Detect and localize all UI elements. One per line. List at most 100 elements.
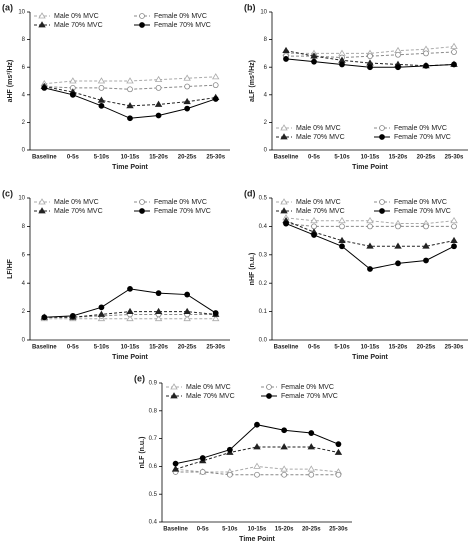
- marker: [154, 314, 163, 322]
- marker: [97, 77, 106, 84]
- y-axis-label: aHF (ms²/Hz): [7, 60, 14, 103]
- x-tick-label: 15-20s: [389, 345, 408, 351]
- y-tick-label: 2: [264, 120, 268, 126]
- marker: [139, 208, 145, 214]
- marker: [282, 46, 290, 54]
- x-tick-label: 25-30s: [206, 155, 225, 161]
- marker: [98, 102, 105, 109]
- marker: [367, 64, 373, 71]
- x-tick-label: 15-20s: [149, 155, 168, 161]
- marker: [212, 310, 219, 316]
- marker: [170, 392, 178, 399]
- panel-label: (a): [2, 2, 13, 12]
- panel-label: (d): [244, 188, 256, 198]
- x-tick-label: Baseline: [163, 527, 188, 533]
- marker: [311, 232, 317, 238]
- x-axis-label: Time Point: [239, 536, 275, 541]
- marker: [38, 207, 46, 214]
- y-axis-label: aLF (ms²/Hz): [249, 60, 256, 102]
- y-tick-label: 0.9: [149, 381, 158, 387]
- x-tick-label: 20-25s: [178, 155, 197, 161]
- marker: [395, 223, 401, 230]
- legend-label: Female 70% MVC: [394, 134, 451, 141]
- marker: [38, 21, 46, 28]
- x-tick-label: 5-10s: [334, 155, 350, 161]
- marker: [281, 471, 288, 478]
- legend-label: Male 70% MVC: [186, 393, 235, 400]
- y-tick-label: 10: [18, 196, 25, 202]
- marker: [183, 307, 191, 314]
- x-tick-label: 0-5s: [197, 527, 210, 533]
- y-tick-label: 6: [22, 65, 26, 71]
- y-tick-label: 0: [22, 148, 26, 154]
- marker: [266, 393, 272, 399]
- marker: [226, 446, 233, 453]
- marker: [311, 223, 317, 230]
- marker: [155, 85, 162, 91]
- y-tick-label: 8: [264, 37, 268, 43]
- marker: [422, 242, 430, 249]
- legend-label: Male 70% MVC: [54, 22, 103, 29]
- marker: [280, 198, 288, 205]
- legend-label: Female 70% MVC: [394, 208, 451, 215]
- x-tick-label: 15-20s: [149, 345, 168, 351]
- marker: [338, 216, 346, 224]
- y-tick-label: 0.0: [259, 338, 268, 344]
- legend-label: Female 70% MVC: [154, 22, 211, 29]
- x-tick-label: Baseline: [274, 345, 299, 351]
- marker: [310, 52, 318, 59]
- y-tick-label: 2: [22, 120, 26, 126]
- legend-label: Female 0% MVC: [154, 13, 207, 20]
- marker: [379, 125, 385, 131]
- marker: [184, 105, 191, 112]
- marker: [379, 134, 385, 140]
- x-tick-label: 15-20s: [389, 155, 408, 161]
- legend-label: Male 70% MVC: [296, 134, 345, 141]
- marker: [212, 82, 219, 89]
- y-tick-label: 4: [22, 92, 26, 98]
- legend-label: Female 70% MVC: [281, 393, 338, 400]
- marker: [307, 443, 315, 450]
- marker: [126, 77, 134, 84]
- marker: [127, 86, 133, 93]
- marker: [450, 236, 458, 243]
- x-tick-label: 10-15s: [361, 345, 380, 351]
- marker: [139, 13, 145, 19]
- panel-label: (b): [244, 2, 256, 12]
- y-tick-label: 0.7: [149, 436, 158, 442]
- marker: [281, 427, 288, 434]
- legend-label: Male 0% MVC: [296, 125, 341, 132]
- x-tick-label: 20-25s: [417, 345, 436, 351]
- x-axis-label: Time Point: [112, 164, 148, 171]
- marker: [307, 465, 315, 472]
- y-axis-label: LF/HF: [7, 258, 14, 279]
- marker: [254, 421, 260, 428]
- x-axis-label: Time Point: [352, 164, 388, 171]
- y-tick-label: 6: [22, 252, 26, 258]
- y-tick-label: 0.6: [149, 464, 158, 470]
- legend-label: Female 0% MVC: [154, 199, 207, 206]
- x-tick-label: 20-25s: [417, 155, 436, 161]
- marker: [423, 50, 429, 57]
- marker: [366, 242, 374, 249]
- marker: [139, 199, 145, 205]
- x-tick-label: 10-15s: [121, 155, 140, 161]
- legend-label: Male 70% MVC: [296, 208, 345, 215]
- legend-label: Male 0% MVC: [54, 199, 99, 206]
- marker: [212, 314, 220, 322]
- x-tick-label: 20-25s: [302, 527, 321, 533]
- y-tick-label: 0.5: [149, 492, 158, 498]
- marker: [451, 223, 457, 230]
- marker: [451, 61, 457, 68]
- y-tick-label: 0.4: [259, 224, 268, 230]
- x-tick-label: 25-30s: [445, 345, 464, 351]
- marker: [253, 462, 261, 469]
- x-tick-label: 0-5s: [67, 155, 80, 161]
- marker: [367, 223, 373, 230]
- marker: [171, 465, 180, 472]
- marker: [311, 58, 317, 65]
- marker: [38, 198, 46, 205]
- y-tick-label: 0: [22, 338, 26, 344]
- marker: [266, 384, 272, 390]
- x-tick-label: 25-30s: [329, 527, 348, 533]
